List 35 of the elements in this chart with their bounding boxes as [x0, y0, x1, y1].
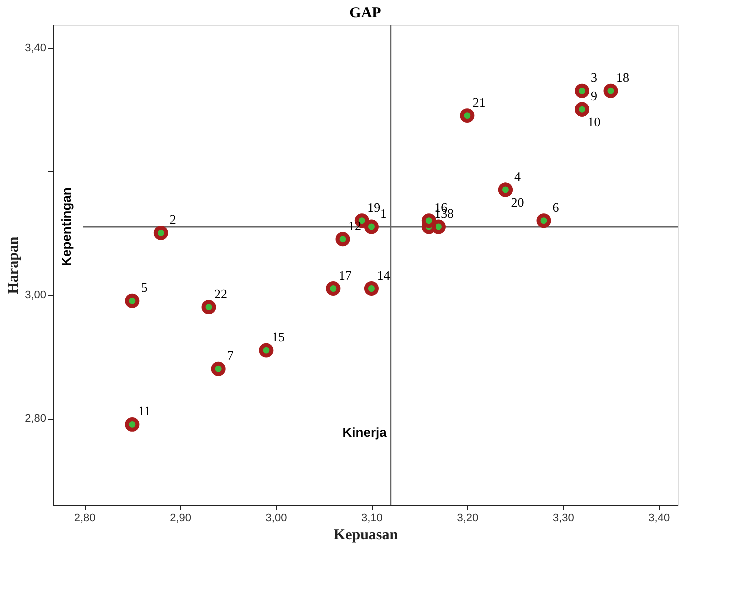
annotation: 3 [591, 70, 598, 86]
annotation: 9 [591, 88, 598, 104]
annotation: 17 [338, 268, 352, 283]
x-tick-label: 2,90 [170, 512, 192, 524]
x-axis-title: Kepuasan [334, 528, 399, 544]
y-axis-title: Harapan [6, 236, 22, 294]
annotation: 19 [368, 200, 381, 215]
ref-line-label: Kinerja [342, 425, 388, 440]
annotation: 11 [138, 404, 151, 419]
x-tick-label: 3,10 [362, 512, 383, 524]
x-tick-label: 3,00 [266, 512, 288, 524]
annotation: 4 [514, 168, 522, 184]
annotation: 20 [511, 194, 524, 210]
y-tick-label: 2,80 [25, 413, 46, 426]
annotation: 6 [552, 200, 560, 215]
annotation: 21 [472, 94, 486, 110]
annotation: 1 [380, 206, 387, 222]
annotation: 14 [377, 268, 391, 283]
x-tick-label: 3,40 [648, 512, 670, 524]
x-tick-label: 3,20 [457, 512, 479, 524]
x-tick-label: 2,80 [74, 512, 96, 524]
y-tick-label: 3,00 [25, 289, 46, 302]
annotation: 22 [214, 286, 228, 302]
annotation: 2 [170, 212, 176, 228]
y-tick-label: 3,40 [25, 42, 46, 54]
annotation: 7 [227, 348, 234, 364]
ref-line-label: Kepentingan [59, 188, 74, 266]
annotation: 12 [348, 218, 362, 234]
annotation: 18 [616, 70, 630, 86]
annotation: 8 [447, 206, 454, 222]
chart-title: GAP [350, 5, 382, 22]
annotation: 10 [588, 114, 601, 130]
annotation: 5 [141, 280, 148, 296]
annotation: 15 [272, 330, 285, 345]
x-tick-label: 3,30 [552, 512, 574, 524]
